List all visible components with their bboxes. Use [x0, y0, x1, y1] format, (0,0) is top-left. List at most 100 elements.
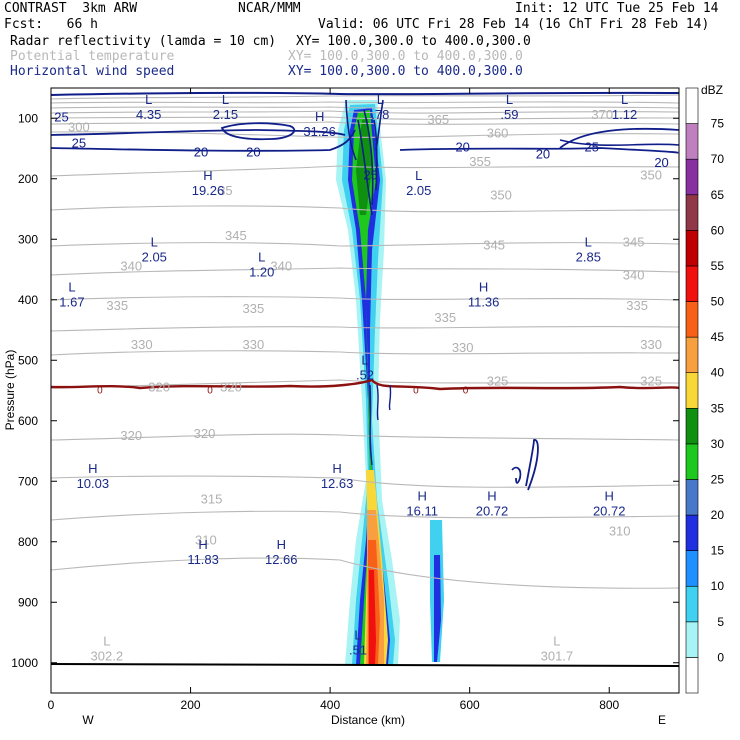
theta-label: 345: [623, 234, 645, 249]
colorbar-tick-label: 20: [711, 508, 725, 522]
extremum-type: L: [222, 92, 229, 107]
x-tick-label: 200: [181, 698, 201, 712]
refl-55: [369, 570, 376, 665]
wind-label: 25: [363, 168, 377, 183]
extremum-value: 12.66: [265, 552, 298, 567]
plot-frame: [50, 87, 680, 694]
colorbar-bin: [685, 230, 699, 267]
refl-20: [348, 108, 390, 665]
x-tick-label: 0: [48, 698, 55, 712]
extremum-value: 1.67: [59, 295, 84, 310]
y-tick-label: 1000: [11, 656, 38, 670]
wind-label: 20: [246, 145, 260, 160]
extremum-type: L: [354, 628, 361, 643]
colorbar-tick-label: 70: [711, 152, 725, 166]
extremum-type: H: [88, 461, 97, 476]
reflectivity-layer: [336, 100, 444, 665]
extremum-type: L: [415, 168, 422, 183]
extremum-value: 2.05: [406, 183, 431, 198]
extremum-type: L: [361, 352, 368, 367]
field-wind-xy: XY= 100.0,300.0 to 400.0,300.0: [288, 64, 523, 79]
colorbar-tick-label: 55: [711, 259, 725, 273]
zero-isotherm-line: [51, 378, 679, 391]
extremum-value: 19.26: [192, 183, 225, 198]
zero-labels: 0 0 0 0: [97, 385, 469, 396]
extremum-value: .78: [371, 107, 389, 122]
extremum-value: 2.15: [213, 107, 238, 122]
theta-label: 35: [218, 183, 232, 198]
extremum-value: 302.2: [91, 649, 124, 664]
y-tick-label: 500: [18, 353, 38, 367]
y-axis-label: Pressure (hPa): [3, 350, 17, 431]
extremum-value: 20.72: [476, 503, 509, 518]
theta-label: 330: [131, 337, 153, 352]
theta-label: 320: [120, 428, 142, 443]
colorbar-bin: [685, 372, 699, 409]
zero-line-label: 0: [97, 385, 103, 396]
extremum-value: 4.35: [136, 107, 161, 122]
colorbar-unit: dBZ: [701, 83, 723, 97]
colorbar: 0 5 10 15 20 25 30 35 40 45 50 55 60 65 70 75: [685, 87, 725, 694]
theta-label: 365: [427, 112, 449, 127]
theta-label: 335: [434, 310, 456, 325]
colorbar-bin: [685, 585, 699, 623]
theta-label: 310: [195, 533, 217, 548]
extremum-value: 2.05: [142, 249, 167, 264]
extremum-value: 20.72: [593, 503, 626, 518]
field-reflectivity: Radar reflectivity (lamda = 10 cm): [10, 34, 277, 49]
wind-speed-contours: [51, 91, 679, 491]
colorbar-bin: [685, 158, 699, 196]
extremum-type: L: [377, 92, 384, 107]
extremum-type: L: [68, 280, 75, 295]
theta-label: 345: [225, 228, 247, 243]
theta-label: 335: [243, 301, 265, 316]
colorbar-tick-label: 45: [711, 330, 725, 344]
y-tick-label: 400: [18, 293, 38, 307]
model-title: CONTRAST 3km ARW: [4, 1, 138, 16]
refl-secondary-core: [434, 555, 441, 662]
theta-label: 320: [148, 379, 170, 394]
x-axis: 0 200 400 600 800: [48, 88, 620, 712]
extremum-value: .51: [349, 643, 367, 658]
extremum-value: 31.26: [303, 124, 336, 139]
x-tick-label: 400: [320, 698, 340, 712]
theta-label: 345: [483, 237, 505, 252]
extremum-type: H: [203, 168, 212, 183]
extremum-value: 301.7: [541, 649, 574, 664]
x-end-west: W: [82, 713, 94, 727]
extremum-type: H: [198, 537, 207, 552]
theta-contours: [51, 94, 679, 589]
theta-label: 315: [201, 491, 223, 506]
wind-label: 20: [654, 155, 668, 170]
colorbar-bin: [685, 407, 699, 445]
colorbar-bin: [685, 336, 699, 374]
init-time: Init: 12 UTC Tue 25 Feb 14: [515, 1, 719, 16]
extremum-value: 1.20: [249, 264, 274, 279]
y-tick-label: 200: [18, 172, 38, 186]
zero-line-label: 0: [207, 385, 213, 396]
colorbar-tick-label: 60: [711, 223, 725, 237]
extremum-type: L: [103, 634, 110, 649]
colorbar-tick-label: 25: [711, 472, 725, 486]
colorbar-bin: [685, 87, 699, 124]
colorbar-tick-label: 15: [711, 544, 725, 558]
colorbar-bin: [685, 657, 699, 694]
extremum-type: H: [479, 280, 488, 295]
colorbar-bin: [685, 479, 699, 516]
theta-label: 350: [640, 168, 662, 183]
extremum-type: H: [605, 488, 614, 503]
colorbar-tick-label: 65: [711, 188, 725, 202]
extremum-value: 16.11: [406, 503, 438, 518]
wind-label: 20: [194, 145, 208, 160]
zero-line-label: 0: [413, 385, 419, 396]
wind-label: 25: [54, 109, 68, 124]
extremum-value: 11.36: [468, 295, 500, 310]
field-theta-xy: XY= 100.0,300.0 to 400.0,300.0: [288, 49, 523, 64]
colorbar-bin: [685, 301, 699, 338]
colorbar-tick-label: 50: [711, 295, 725, 309]
extremum-type: H: [418, 488, 427, 503]
extremum-type: H: [315, 109, 324, 124]
theta-label: 360: [487, 125, 509, 140]
